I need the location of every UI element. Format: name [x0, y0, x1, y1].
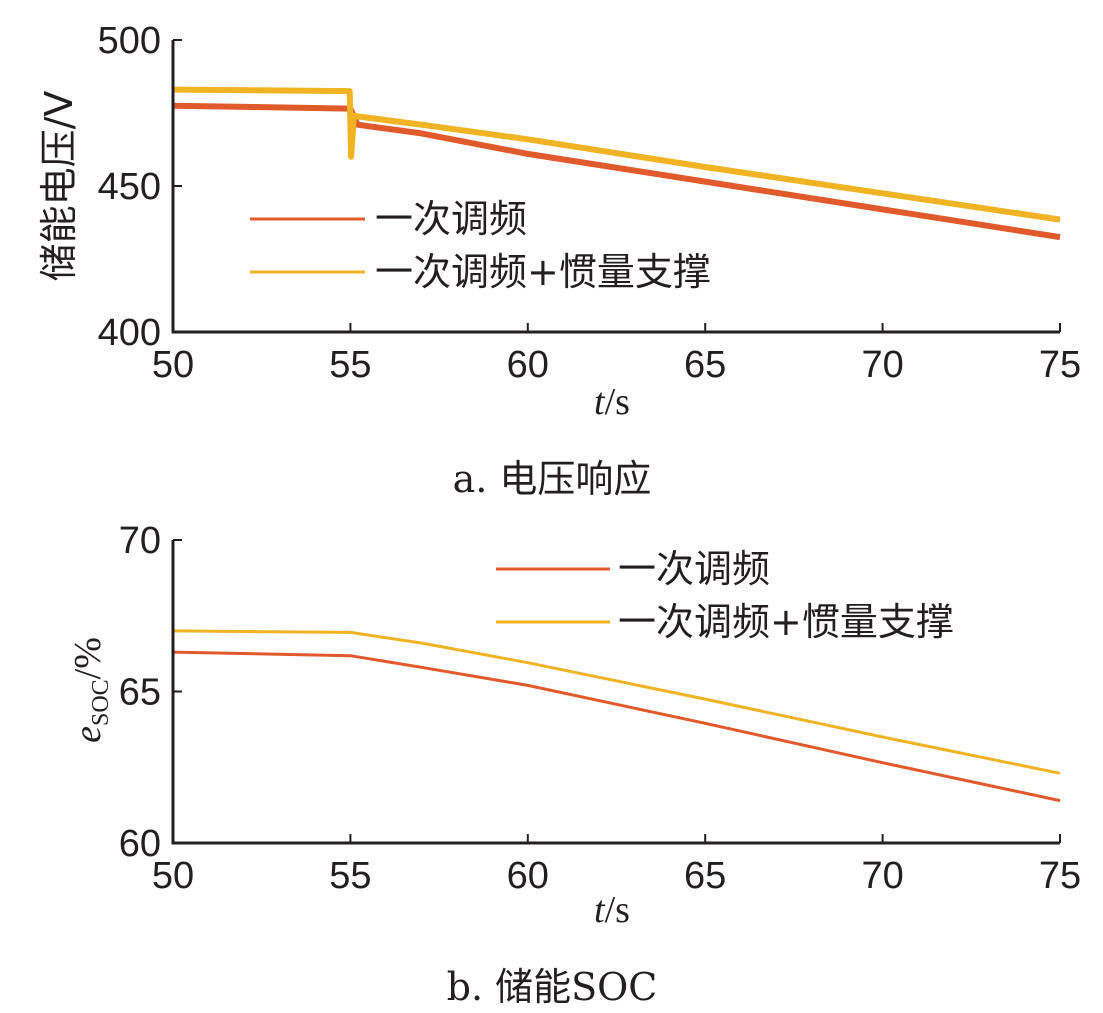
legend-label-a-1: 一次调频+惯量支撑 — [375, 250, 711, 294]
chart-b-x-tick-label: 50 — [152, 855, 194, 897]
legend-label-b-0: 一次调频 — [618, 547, 770, 591]
chart-a-legend: 一次调频 一次调频+惯量支撑 — [250, 197, 711, 294]
chart-a-x-tick-label: 60 — [507, 344, 549, 386]
chart-a-x-tick-label: 70 — [861, 344, 903, 386]
chart-b-series-line-0 — [172, 650, 1061, 803]
chart-a-y-ticks: 400 450 500 — [98, 20, 182, 354]
chart-b-x-tick-label: 75 — [1039, 855, 1081, 897]
chart-b-y-tick-label: 70 — [119, 520, 161, 562]
chart-b-x-tick-label: 70 — [861, 855, 903, 897]
chart-a-x-tick-label: 65 — [684, 344, 726, 386]
chart-a-x-tick-label: 55 — [329, 344, 371, 386]
chart-b-legend: 一次调频 一次调频+惯量支撑 — [496, 547, 954, 644]
chart-b-axes — [171, 540, 1060, 845]
chart-b-caption: b. 储能SOC — [447, 965, 658, 1009]
chart-a-series-line-0 — [172, 102, 1061, 241]
chart-a: 50 55 60 65 70 75 400 450 500 储能电压/V t/s 一次调频 一… — [37, 20, 1081, 501]
chart-a-x-tick-label: 50 — [152, 344, 194, 386]
chart-b-x-tick-label: 55 — [329, 855, 371, 897]
chart-b-y-tick-label: 60 — [119, 823, 161, 865]
chart-a-y-tick-label: 500 — [98, 20, 161, 62]
chart-b-y-tick-label: 65 — [119, 672, 161, 714]
legend-label-a-0: 一次调频 — [375, 197, 527, 241]
chart-b-x-axis-title: t/s — [594, 889, 630, 931]
chart-b-x-tick-label: 60 — [507, 855, 549, 897]
chart-a-x-axis-title: t/s — [594, 381, 630, 423]
chart-a-y-tick-label: 450 — [98, 166, 161, 208]
chart-a-caption: a. 电压响应 — [453, 457, 652, 501]
chart-a-series — [172, 86, 1061, 241]
legend-label-b-1: 一次调频+惯量支撑 — [618, 600, 954, 644]
chart-b-y-axis-title: eSOC/% — [67, 637, 114, 743]
chart-a-y-axis-title: 储能电压/V — [37, 91, 81, 282]
chart-b-x-ticks: 50 55 60 65 70 75 — [152, 834, 1081, 897]
chart-b-series-line-1 — [172, 629, 1061, 775]
chart-b-y-ticks: 60 65 70 — [119, 520, 182, 865]
chart-a-x-ticks: 50 55 60 65 70 75 — [152, 323, 1081, 386]
chart-b: 50 55 60 65 70 75 60 65 70 eSOC/% t/s 一次调频 一次调频… — [67, 520, 1081, 1009]
chart-a-x-tick-label: 75 — [1039, 344, 1081, 386]
chart-b-series — [172, 629, 1061, 803]
chart-b-x-tick-label: 65 — [684, 855, 726, 897]
chart-a-y-tick-label: 400 — [98, 312, 161, 354]
chart-a-series-line-1 — [172, 86, 1061, 223]
